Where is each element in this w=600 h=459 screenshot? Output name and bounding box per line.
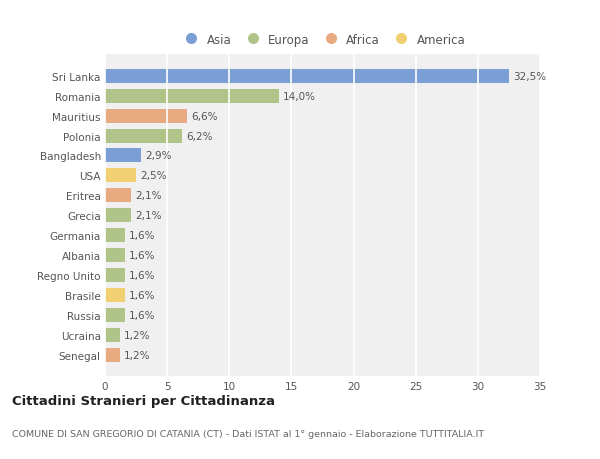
Text: COMUNE DI SAN GREGORIO DI CATANIA (CT) - Dati ISTAT al 1° gennaio - Elaborazione: COMUNE DI SAN GREGORIO DI CATANIA (CT) -…	[12, 429, 484, 438]
Bar	[105, 90, 279, 103]
Text: Cittadini Stranieri per Cittadinanza: Cittadini Stranieri per Cittadinanza	[12, 394, 275, 407]
Bar	[105, 348, 120, 362]
Bar	[105, 129, 182, 143]
Text: 2,9%: 2,9%	[145, 151, 171, 161]
Text: 1,2%: 1,2%	[124, 330, 150, 340]
Bar	[105, 229, 125, 242]
Text: 1,6%: 1,6%	[128, 230, 155, 241]
Text: 1,6%: 1,6%	[128, 310, 155, 320]
Legend: Asia, Europa, Africa, America: Asia, Europa, Africa, America	[175, 29, 470, 51]
Bar	[105, 328, 120, 342]
Text: 2,5%: 2,5%	[140, 171, 166, 181]
Bar	[105, 149, 141, 163]
Text: 1,6%: 1,6%	[128, 270, 155, 280]
Bar	[105, 169, 136, 183]
Text: 1,6%: 1,6%	[128, 251, 155, 260]
Bar	[105, 248, 125, 263]
Bar	[105, 209, 131, 223]
Text: 14,0%: 14,0%	[283, 91, 316, 101]
Text: 2,1%: 2,1%	[135, 191, 161, 201]
Bar	[105, 308, 125, 322]
Bar	[105, 269, 125, 282]
Text: 1,6%: 1,6%	[128, 290, 155, 300]
Text: 32,5%: 32,5%	[512, 72, 546, 82]
Text: 1,2%: 1,2%	[124, 350, 150, 360]
Text: 6,2%: 6,2%	[186, 131, 212, 141]
Text: 6,6%: 6,6%	[191, 112, 217, 121]
Text: 2,1%: 2,1%	[135, 211, 161, 221]
Bar	[105, 288, 125, 302]
Bar	[105, 189, 131, 203]
Bar	[105, 109, 187, 123]
Bar	[105, 70, 509, 84]
